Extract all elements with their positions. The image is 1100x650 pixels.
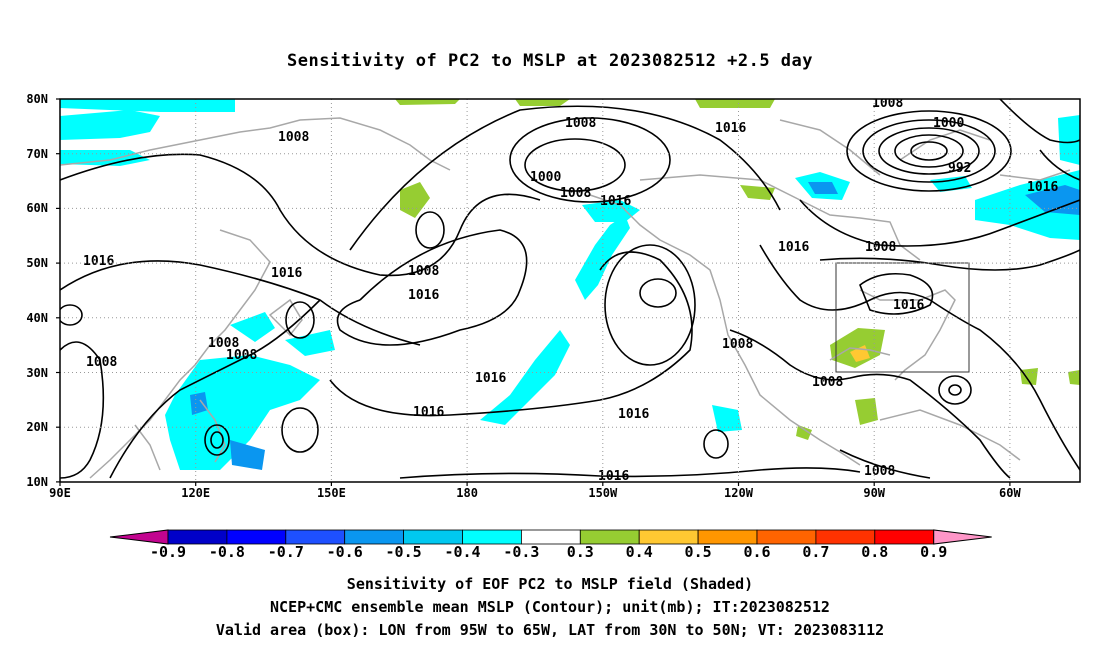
contour-label: 1008 [408, 264, 439, 279]
lat-tick-label: 20N [26, 420, 48, 435]
lat-tick-label: 70N [26, 146, 48, 161]
lon-tick-label: 90W [863, 486, 886, 500]
colorbar-swatch [815, 529, 876, 545]
colorbar-label: 0.4 [625, 543, 653, 561]
colorbar-swatch [638, 529, 699, 545]
contour-label: 1008 [865, 240, 896, 255]
contour-label: 1008 [86, 355, 117, 370]
colorbar-label: 0.6 [743, 543, 771, 561]
lat-tick-label: 40N [26, 310, 48, 325]
chart-title: Sensitivity of PC2 to MSLP at 2023082512… [286, 51, 813, 71]
colorbar-label: 0.3 [566, 543, 594, 561]
lon-tick-label: 180 [456, 486, 478, 500]
colorbar-swatch [403, 529, 463, 545]
contour-label: 1016 [893, 298, 924, 313]
contour-label: 1016 [598, 469, 629, 484]
contour-labels: 1008 1008 1016 1000 1008 1016 1000 992 1… [83, 96, 1058, 484]
colorbar-arrow-min [109, 529, 169, 545]
contour-label: 1008 [278, 130, 309, 145]
colorbar-label: -0.8 [208, 543, 245, 561]
colorbar-label: -0.5 [385, 543, 422, 561]
colorbar-swatch [344, 529, 405, 545]
contour-label: 1016 [271, 266, 302, 281]
contour-label: 992 [948, 161, 971, 176]
colorbar-label: 0.8 [861, 543, 889, 561]
colorbar-swatch [521, 529, 581, 545]
colorbar-swatch [285, 529, 346, 545]
colorbar-label: 0.5 [684, 543, 712, 561]
lat-tick-label: 60N [26, 201, 48, 216]
lon-tick-label: 60W [999, 486, 1021, 500]
colorbar-swatch [226, 529, 287, 545]
contour-label: 1008 [565, 116, 596, 131]
contour-label: 1016 [83, 254, 114, 269]
lat-tick-label: 80N [26, 92, 48, 106]
plot-frame [59, 98, 1081, 483]
contour-label: 1008 [864, 464, 895, 479]
lon-tick-label: 120W [724, 486, 753, 500]
colorbar-label: -0.7 [267, 543, 304, 561]
caption-valid-area: Valid area (box): LON from 95W to 65W, L… [215, 621, 885, 639]
colorbar-label: 0.9 [920, 543, 948, 561]
colorbar-swatch [167, 529, 228, 545]
caption-contour: NCEP+CMC ensemble mean MSLP (Contour); u… [270, 598, 830, 616]
contour-label: 1016 [1027, 180, 1058, 195]
lat-tick-label: 10N [26, 474, 48, 489]
contour-label: 1008 [872, 96, 903, 111]
lon-tick-label: 150E [316, 486, 346, 500]
colorbar [109, 529, 992, 545]
axis-ticks [56, 98, 1011, 486]
contour-label: 1008 [722, 337, 753, 352]
caption-shaded: Sensitivity of EOF PC2 to MSLP field (Sh… [346, 575, 754, 593]
contour-label: 1008 [208, 336, 239, 351]
colorbar-swatch [579, 529, 640, 545]
lon-tick-label: 120E [181, 486, 211, 500]
colorbar-swatch [697, 529, 758, 545]
colorbar-label: -0.3 [503, 543, 540, 561]
contour-label: 1016 [408, 288, 439, 303]
contour-label: 1016 [413, 405, 444, 420]
coastlines [60, 117, 1071, 479]
colorbar-swatch [462, 529, 522, 545]
contour-label: 1008 [226, 348, 257, 363]
mslp-contours [60, 99, 1080, 479]
contour-label: 1008 [560, 186, 591, 201]
contour-label: 1008 [812, 375, 843, 390]
lon-tick-label: 150W [588, 486, 618, 500]
colorbar-arrow-max [933, 529, 992, 545]
colorbar-label: -0.9 [149, 543, 187, 561]
contour-label: 1016 [475, 371, 506, 386]
contour-label: 1000 [933, 116, 964, 131]
lat-tick-label: 50N [26, 256, 48, 271]
colorbar-swatch [874, 529, 935, 545]
colorbar-label: 0.7 [802, 543, 830, 561]
map-plot: 1008 1008 1016 1000 1008 1016 1000 992 1… [56, 96, 1081, 486]
colorbar-label: -0.6 [326, 543, 363, 561]
contour-label: 1000 [530, 170, 561, 185]
contour-label: 1016 [618, 407, 649, 422]
contour-label: 1016 [715, 121, 746, 136]
contour-label: 1016 [778, 240, 809, 255]
lat-tick-label: 30N [26, 365, 48, 380]
colorbar-swatch [756, 529, 817, 545]
contour-label: 1016 [600, 194, 631, 209]
lon-tick-label: 90E [49, 486, 71, 500]
shaded-sensitivity [60, 99, 1080, 470]
colorbar-label: -0.4 [444, 543, 481, 561]
